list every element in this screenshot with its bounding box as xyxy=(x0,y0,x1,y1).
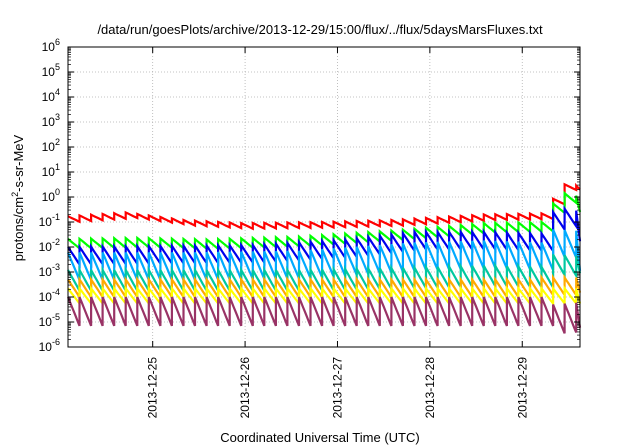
x-tick-label: 2013-12-26 xyxy=(238,357,252,419)
y-tick-base: 10 xyxy=(42,40,56,54)
y-tick-base: 10 xyxy=(39,315,53,329)
y-tick-label: 103 xyxy=(42,112,60,129)
y-tick-base: 10 xyxy=(39,215,53,229)
y-tick-label: 10-6 xyxy=(39,337,60,354)
series-group xyxy=(66,182,582,334)
y-tick-exponent: 3 xyxy=(55,112,60,122)
x-tick-label: 2013-12-28 xyxy=(423,357,437,419)
y-tick-label: 10-3 xyxy=(39,262,60,279)
y-tick-base: 10 xyxy=(42,115,56,129)
x-axis-label: Coordinated Universal Time (UTC) xyxy=(220,430,420,445)
y-tick-label: 106 xyxy=(42,37,60,54)
y-axis-label-text: protons/cm2-s-sr-MeV xyxy=(10,135,26,261)
y-tick-base: 10 xyxy=(42,65,56,79)
y-tick-exponent: 4 xyxy=(55,87,60,97)
y-tick-exponent: -6 xyxy=(52,337,60,347)
y-axis-label-suffix: -s-sr-MeV xyxy=(11,134,27,192)
y-tick-exponent: -2 xyxy=(52,237,60,247)
y-tick-base: 10 xyxy=(39,290,53,304)
series-line-7 xyxy=(67,285,582,307)
y-axis-label-sup: 2 xyxy=(9,191,20,197)
y-tick-exponent: 5 xyxy=(55,62,60,72)
y-tick-base: 10 xyxy=(39,240,53,254)
y-tick-label: 10-2 xyxy=(39,237,60,254)
y-tick-exponent: -4 xyxy=(52,287,60,297)
y-tick-label: 105 xyxy=(42,62,60,79)
series-line-5 xyxy=(67,253,582,295)
y-tick-base: 10 xyxy=(42,140,56,154)
x-tick-label: 2013-12-27 xyxy=(330,357,344,419)
y-tick-base: 10 xyxy=(42,165,56,179)
chart-title: /data/run/goesPlots/archive/2013-12-29/1… xyxy=(97,22,543,37)
y-tick-label: 102 xyxy=(42,137,60,154)
series-line-8 xyxy=(66,296,582,334)
y-tick-base: 10 xyxy=(42,190,56,204)
y-tick-exponent: 0 xyxy=(55,187,60,197)
y-tick-exponent: 6 xyxy=(55,37,60,47)
y-tick-base: 10 xyxy=(39,340,53,354)
y-tick-label: 10-1 xyxy=(39,212,60,229)
y-tick-exponent: 2 xyxy=(55,137,60,147)
y-axis-label-prefix: protons/cm xyxy=(11,196,27,262)
y-tick-base: 10 xyxy=(42,90,56,104)
x-tick-label: 2013-12-29 xyxy=(515,357,529,419)
series-line-6 xyxy=(67,273,582,301)
x-tick-label: 2013-12-25 xyxy=(146,357,160,419)
y-tick-label: 101 xyxy=(42,162,60,179)
series-line-1 xyxy=(67,182,581,231)
y-tick-exponent: 1 xyxy=(55,162,60,172)
y-tick-label: 104 xyxy=(42,87,60,104)
y-tick-label: 10-5 xyxy=(39,312,60,329)
series-line-4 xyxy=(66,229,582,281)
axis-ticks: 10-610-510-410-310-210-11001011021031041… xyxy=(39,37,580,418)
y-tick-exponent: -3 xyxy=(52,262,60,272)
series-line-2 xyxy=(67,190,582,252)
series-line-3 xyxy=(67,205,582,269)
y-tick-exponent: -1 xyxy=(52,212,60,222)
y-tick-exponent: -5 xyxy=(52,312,60,322)
y-tick-base: 10 xyxy=(39,265,53,279)
y-tick-label: 100 xyxy=(42,187,60,204)
y-tick-label: 10-4 xyxy=(39,287,60,304)
